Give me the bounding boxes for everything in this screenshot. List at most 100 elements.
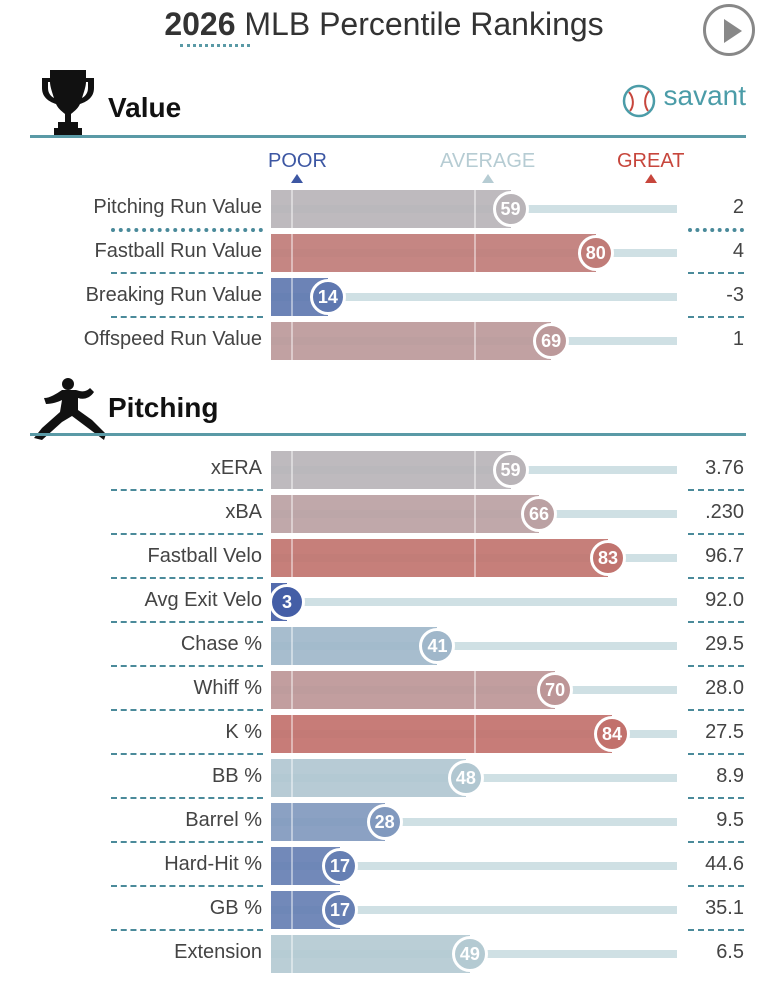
percentile-bar-row[interactable]: 17	[271, 847, 677, 885]
metric-value: 8.9	[716, 765, 744, 787]
row-divider-left	[111, 621, 263, 623]
row-divider-left	[111, 533, 263, 535]
title-year: 2026	[164, 6, 236, 42]
row-divider-left	[111, 316, 263, 318]
row-divider-left	[111, 841, 263, 843]
row-divider-right	[688, 753, 744, 755]
percentile-bar-row[interactable]: 59	[271, 190, 677, 228]
gridline	[291, 539, 294, 577]
baseball-icon	[622, 84, 656, 118]
metric-label: xBA	[225, 501, 262, 523]
percentile-bar-row[interactable]: 84	[271, 715, 677, 753]
percentile-bar-row[interactable]: 83	[271, 539, 677, 577]
gridline	[291, 803, 294, 841]
gridline	[291, 935, 294, 973]
metric-value: 96.7	[705, 545, 744, 567]
gridline	[474, 715, 476, 753]
percentile-bar-row[interactable]: 66	[271, 495, 677, 533]
percentile-bar-row[interactable]: 14	[271, 278, 677, 316]
metric-label: Fastball Velo	[147, 545, 262, 567]
metric-label: Extension	[174, 941, 262, 963]
scale-great: GREAT	[617, 150, 684, 183]
metric-label: xERA	[210, 457, 262, 479]
percentile-bar-row[interactable]: 48	[271, 759, 677, 797]
gridline	[474, 322, 476, 360]
percentile-track	[271, 598, 677, 606]
row-divider-right	[688, 797, 744, 799]
percentile-bar	[271, 935, 470, 973]
percentile-badge: 28	[366, 804, 403, 840]
percentile-bar	[271, 759, 466, 797]
play-icon	[724, 19, 742, 43]
percentile-badge: 3	[269, 584, 305, 620]
trophy-icon	[42, 70, 94, 138]
gridline	[291, 847, 294, 885]
percentile-bar-row[interactable]: 28	[271, 803, 677, 841]
pitcher-icon	[34, 378, 106, 440]
gridline	[474, 495, 476, 533]
percentile-badge: 41	[419, 628, 456, 664]
pitching-section-title: Pitching	[108, 392, 219, 423]
metric-value: -3	[726, 284, 744, 306]
scale-average: AVERAGE	[440, 150, 535, 183]
value-section-rule	[30, 135, 746, 138]
gridline	[291, 495, 294, 533]
percentile-bar	[271, 234, 596, 272]
percentile-bar	[271, 627, 438, 665]
metric-value: 28.0	[705, 677, 744, 699]
row-divider-right	[688, 929, 744, 931]
percentile-bar-row[interactable]: 59	[271, 451, 677, 489]
metric-value: 6.5	[716, 941, 744, 963]
percentile-track	[271, 642, 677, 650]
row-divider-left	[111, 797, 263, 799]
pitching-section-header: Pitching	[30, 374, 746, 440]
percentile-badge: 17	[322, 892, 359, 928]
percentile-track	[271, 818, 677, 826]
metric-label: Chase %	[180, 633, 262, 655]
gridline	[291, 627, 294, 665]
metric-value: 4	[732, 240, 744, 262]
percentile-bar-row[interactable]: 80	[271, 234, 677, 272]
percentile-bar	[271, 495, 539, 533]
row-divider-left	[111, 489, 263, 491]
percentile-bar-row[interactable]: 3	[269, 583, 677, 621]
percentile-bar-row[interactable]: 17	[271, 891, 677, 929]
percentile-bar-row[interactable]: 69	[271, 322, 677, 360]
row-divider-left	[111, 665, 263, 667]
metric-label: Barrel %	[185, 809, 262, 831]
pitching-section-rule	[30, 433, 746, 436]
row-divider-right	[688, 709, 744, 711]
metric-label: Avg Exit Velo	[144, 589, 262, 611]
metric-value: 2	[732, 196, 744, 218]
scale-poor: POOR	[268, 150, 327, 183]
percentile-bar-row[interactable]: 41	[271, 627, 677, 665]
row-divider-left	[111, 228, 263, 232]
metric-value: 29.5	[705, 633, 744, 655]
value-section-title: Value	[108, 92, 182, 123]
row-divider-right	[688, 621, 744, 623]
row-divider-right	[688, 316, 744, 318]
row-divider-left	[111, 272, 263, 274]
percentile-track	[271, 906, 677, 914]
metric-value: 1	[732, 328, 744, 350]
metric-label: Fastball Run Value	[94, 240, 263, 262]
row-divider-right	[688, 533, 744, 535]
gridline	[474, 234, 476, 272]
row-divider-left	[111, 929, 263, 931]
play-button[interactable]	[703, 4, 755, 56]
row-divider-right	[688, 665, 744, 667]
gridline	[474, 539, 476, 577]
gridline	[474, 671, 476, 709]
percentile-badge: 69	[533, 323, 570, 359]
percentile-bar-row[interactable]: 70	[271, 671, 677, 709]
row-divider-right	[688, 885, 744, 887]
percentile-bar	[271, 322, 552, 360]
percentile-bar-row[interactable]: 49	[271, 935, 677, 973]
value-section-header: Value savant	[30, 62, 746, 138]
percentile-badge: 83	[589, 540, 626, 576]
metric-label: K %	[225, 721, 262, 743]
metric-label: Breaking Run Value	[85, 284, 262, 306]
metric-value: 27.5	[705, 721, 744, 743]
row-divider-right	[688, 577, 744, 579]
percentile-track	[271, 293, 677, 301]
